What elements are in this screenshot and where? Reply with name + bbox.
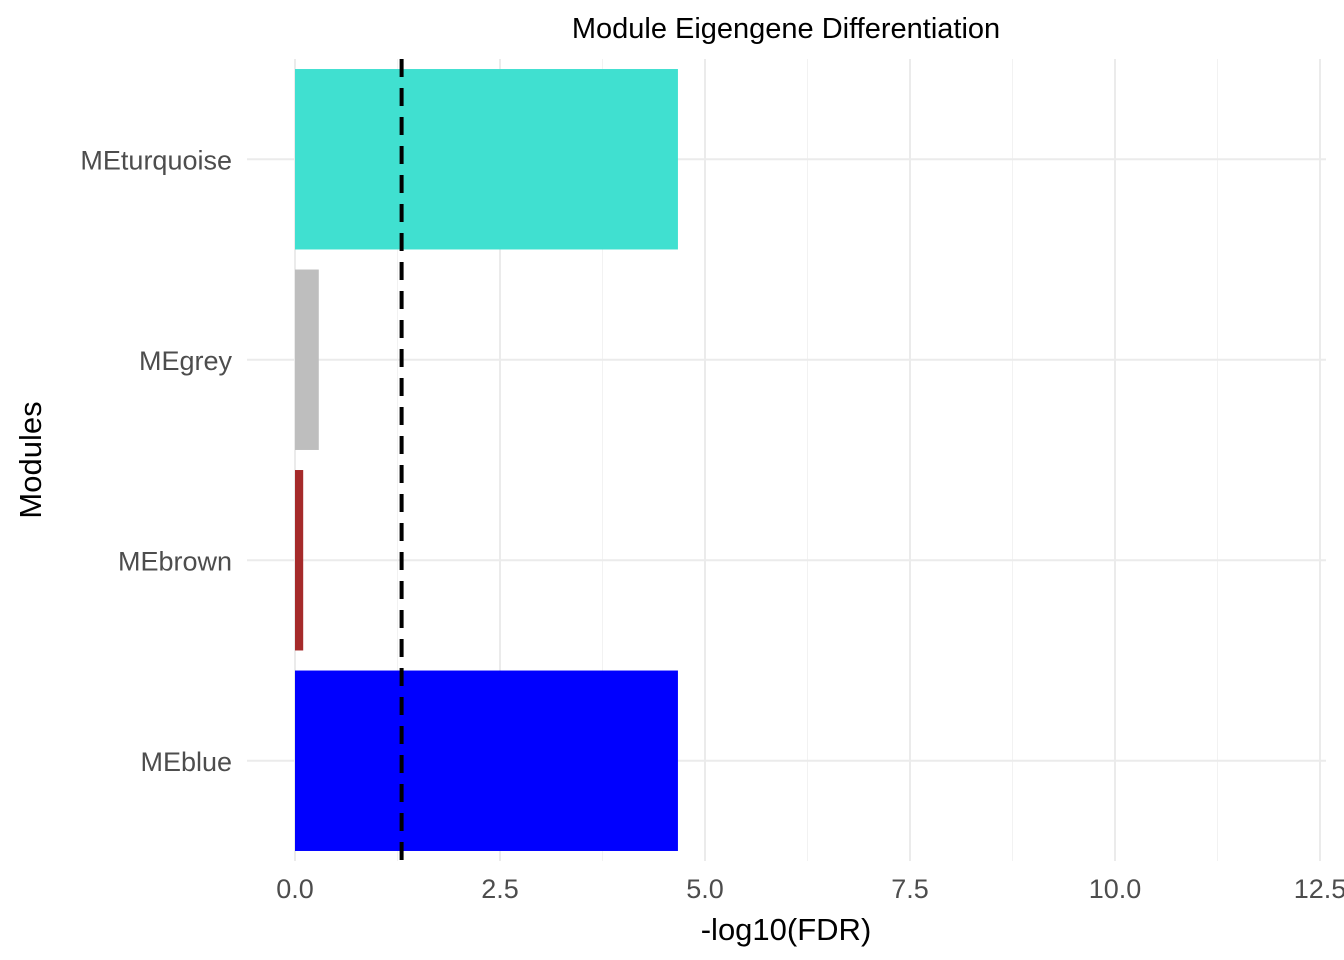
bar-MEgrey xyxy=(295,269,319,450)
y-tick-label: MEbrown xyxy=(118,546,232,576)
chart-title: Module Eigengene Differentiation xyxy=(572,13,1000,45)
x-tick-labels: 0.0 2.5 5.0 7.5 10.0 12.5 xyxy=(276,874,1344,904)
x-tick-label: 10.0 xyxy=(1089,874,1142,904)
y-axis-title: Modules xyxy=(13,401,48,518)
x-tick-label: 7.5 xyxy=(891,874,929,904)
bar-MEturquoise xyxy=(295,69,678,250)
y-tick-labels: MEblue MEbrown MEgrey MEturquoise xyxy=(80,145,232,777)
x-tick-label: 0.0 xyxy=(276,874,314,904)
x-tick-label: 12.5 xyxy=(1294,874,1344,904)
y-tick-label: MEturquoise xyxy=(80,145,232,175)
x-axis-title: -log10(FDR) xyxy=(701,912,872,947)
bar-MEblue xyxy=(295,670,678,851)
bars xyxy=(295,69,678,851)
x-tick-label: 5.0 xyxy=(686,874,724,904)
x-tick-label: 2.5 xyxy=(481,874,519,904)
y-tick-label: MEgrey xyxy=(139,346,233,376)
y-tick-label: MEblue xyxy=(140,747,232,777)
bar-MEbrown xyxy=(295,470,304,651)
